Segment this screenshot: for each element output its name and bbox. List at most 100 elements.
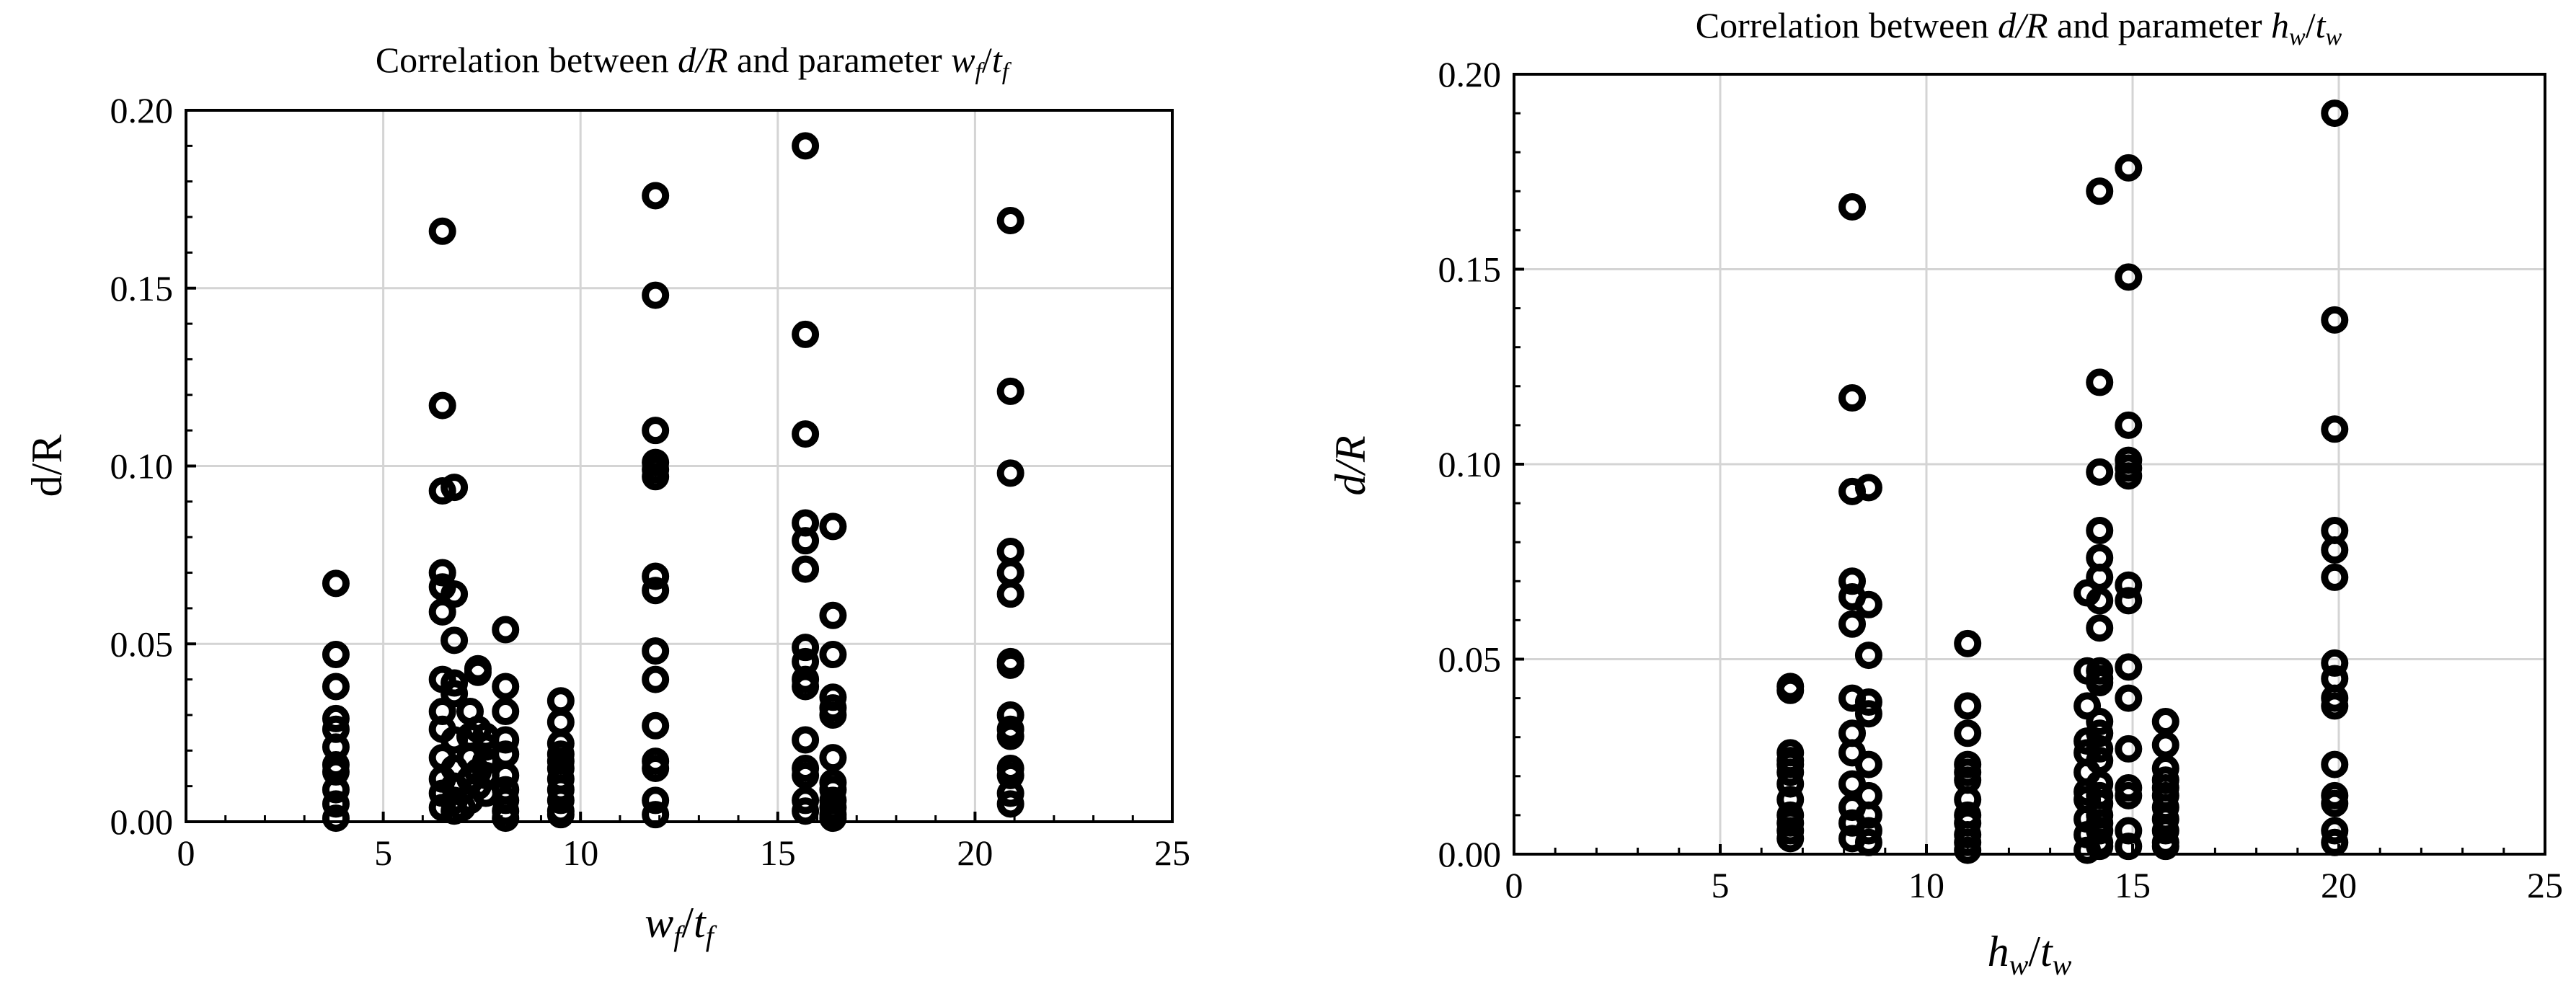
data-point-left: [819, 701, 847, 729]
y-tick-label-left: 0.20: [110, 90, 174, 130]
data-point-right: [1776, 758, 1805, 786]
x-tick-label-left: 25: [1154, 833, 1190, 873]
points-right: [1776, 99, 2349, 864]
data-point-right: [2321, 99, 2349, 128]
data-point-right: [2115, 653, 2143, 681]
data-point-left: [792, 761, 820, 789]
data-point-left: [642, 801, 670, 829]
data-point-left: [996, 722, 1024, 750]
y-tick-label-right: 0.00: [1438, 834, 1502, 874]
data-point-right: [2321, 415, 2349, 443]
grid-right: [1514, 74, 2545, 854]
data-point-right: [2086, 587, 2114, 615]
data-point-left: [792, 673, 820, 701]
data-point-right: [2321, 828, 2349, 856]
data-point-right: [2115, 781, 2143, 809]
y-axis-label-left: d/R: [23, 435, 71, 497]
chart-left: Correlation between d/R and parameter wf…: [23, 40, 1190, 952]
data-point-right: [2321, 536, 2349, 564]
data-point-left: [546, 786, 575, 815]
data-point-left: [792, 132, 820, 160]
data-point-right: [2086, 516, 2114, 544]
data-point-right: [2115, 735, 2143, 763]
data-point-left: [428, 598, 456, 626]
data-point-right: [2115, 263, 2143, 291]
data-point-left: [492, 761, 520, 789]
data-point-left: [642, 711, 670, 740]
data-point-right: [1854, 750, 1882, 778]
data-point-left: [996, 651, 1024, 679]
data-point-right: [1854, 828, 1882, 856]
data-point-left: [322, 776, 350, 804]
data-point-left: [819, 601, 847, 629]
y-tick-label-left: 0.15: [110, 268, 174, 309]
x-axis-ticks-left: 0 5 10 15 20 25: [177, 812, 1190, 873]
data-point-right: [1838, 192, 1867, 221]
data-point-left: [546, 801, 575, 829]
data-point-left: [996, 790, 1024, 818]
data-point-right: [2115, 833, 2143, 861]
data-point-right: [2115, 571, 2143, 599]
y-tick-label-left: 0.00: [110, 802, 174, 842]
y-tick-label-left: 0.05: [110, 624, 174, 664]
data-point-left: [792, 527, 820, 555]
data-point-left: [819, 641, 847, 669]
x-axis-ticks-right: 0 5 10 15 20 25: [1505, 844, 2563, 905]
data-point-left: [322, 673, 350, 701]
x-tick-label-right: 0: [1505, 865, 1523, 905]
data-point-left: [792, 555, 820, 583]
data-point-right: [1954, 836, 1982, 864]
data-point-right: [1854, 590, 1882, 618]
data-point-right: [1854, 642, 1882, 670]
chart-title-right: Correlation between d/R and parameter hw…: [1696, 5, 2342, 50]
data-point-left: [642, 786, 670, 815]
x-tick-label-left: 0: [177, 833, 195, 873]
data-point-right: [1838, 384, 1867, 412]
x-axis-label-left: wf/tf: [645, 899, 717, 952]
data-point-left: [996, 537, 1024, 565]
data-point-left: [642, 417, 670, 445]
data-point-right: [2115, 411, 2143, 439]
y-axis-ticks-right: 0.00 0.05 0.10 0.15 0.20: [1438, 54, 1524, 874]
data-point-right: [1776, 770, 1805, 798]
y-axis-ticks-left: 0.00 0.05 0.10 0.15 0.20: [110, 90, 196, 842]
y-tick-label-left: 0.10: [110, 446, 174, 487]
data-point-left: [441, 680, 469, 708]
data-point-left: [792, 420, 820, 448]
chart-right: Correlation between d/R and parameter hw…: [1327, 5, 2563, 981]
data-point-left: [441, 580, 469, 608]
data-point-right: [2151, 817, 2179, 845]
data-point-right: [2321, 789, 2349, 817]
data-point-right: [1838, 567, 1867, 595]
data-point-left: [546, 687, 575, 715]
data-point-left: [322, 790, 350, 818]
data-point-right: [2321, 306, 2349, 334]
data-point-right: [1854, 700, 1882, 728]
data-point-left: [996, 206, 1024, 234]
data-point-left: [996, 779, 1024, 807]
data-point-right: [1954, 719, 1982, 747]
data-point-left: [441, 626, 469, 654]
data-point-left: [322, 569, 350, 598]
x-tick-label-left: 10: [562, 833, 598, 873]
data-point-right: [1954, 629, 1982, 657]
data-point-right: [2086, 719, 2114, 747]
data-point-left: [996, 580, 1024, 608]
data-point-left: [492, 698, 520, 726]
data-point-left: [492, 726, 520, 754]
data-point-left: [546, 708, 575, 736]
data-point-left: [322, 804, 350, 833]
data-point-right: [2086, 833, 2114, 861]
data-point-right: [2321, 649, 2349, 677]
data-point-right: [2086, 563, 2114, 591]
data-point-right: [2086, 735, 2114, 763]
data-point-right: [2151, 708, 2179, 736]
points-left: [322, 132, 1024, 833]
data-point-left: [819, 804, 847, 833]
data-point-left: [428, 217, 456, 245]
x-tick-label-left: 15: [760, 833, 796, 873]
x-tick-label-right: 10: [1908, 865, 1944, 905]
data-point-left: [642, 281, 670, 309]
x-tick-label-left: 5: [374, 833, 392, 873]
data-point-right: [1854, 474, 1882, 502]
